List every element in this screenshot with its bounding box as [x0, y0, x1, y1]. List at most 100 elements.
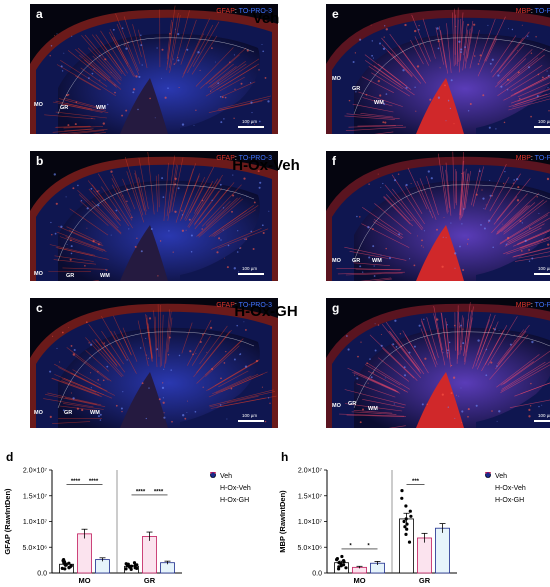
region-label-mo: MO — [34, 410, 43, 416]
legend-triangle-down-icon — [208, 472, 220, 493]
bar-h-ox-veh-gr — [142, 536, 157, 574]
data-point — [407, 540, 412, 544]
significance-label: **** — [89, 479, 99, 485]
stain-separator: : — [234, 302, 239, 309]
legend-label: H-Ox-Veh — [495, 484, 526, 492]
data-point — [145, 448, 148, 545]
data-point — [80, 448, 83, 546]
data-point — [80, 448, 82, 527]
x-tick-label: MO — [78, 576, 90, 585]
data-point — [81, 448, 84, 505]
y-tick-label: 5.0×10⁶ — [23, 545, 48, 552]
stain-legend: MBP: TO-PRO-3 — [516, 8, 550, 15]
micrograph-image — [30, 151, 278, 281]
data-point — [132, 561, 137, 565]
data-point — [63, 567, 67, 571]
scale-bar-label: 100 µm — [538, 119, 550, 124]
data-point — [400, 489, 404, 493]
micrograph-image — [326, 298, 550, 428]
stain-separator: : — [234, 155, 239, 162]
data-point — [143, 448, 146, 544]
data-point — [426, 448, 429, 538]
region-label-mo: MO — [332, 76, 341, 82]
bar-h-ox-gh-mo — [95, 559, 110, 574]
legend-label: Veh — [220, 472, 233, 480]
data-point — [342, 560, 346, 564]
data-point — [149, 448, 152, 524]
data-point — [85, 448, 87, 537]
micrograph-panel-g: g MBP: TO-PRO-3 MO GR WM 100 µm — [326, 298, 550, 428]
panel-label: a — [36, 7, 43, 21]
data-point — [358, 448, 361, 565]
stain-separator: : — [530, 155, 535, 162]
legend-diamond-icon — [208, 472, 220, 505]
data-point — [402, 519, 406, 524]
region-label-gr: GR — [352, 258, 361, 264]
stain-legend: MBP: TO-PRO-3 — [516, 155, 550, 162]
data-point — [361, 448, 363, 566]
stain-separator: : — [234, 8, 239, 15]
stain-legend: GFAP: TO-PRO-3 — [216, 155, 272, 162]
data-point — [150, 448, 153, 538]
region-label-wm: WM — [100, 273, 110, 279]
legend-item: H-Ox-Veh — [208, 472, 251, 494]
stain-red-label: GFAP — [216, 155, 235, 162]
data-point — [153, 448, 155, 515]
micrograph-image — [326, 4, 550, 134]
gfap-chart: 0.0 5.0×10⁶ 1.0×10⁷ 1.5×10⁷ 2.0×10⁷ GFAP (Raw… — [0, 448, 275, 587]
legend-diamond-icon — [483, 472, 495, 505]
data-point — [339, 562, 343, 566]
scale-bar — [534, 126, 550, 128]
y-tick-label: 1.5×10⁷ — [298, 493, 323, 500]
scale-bar-label: 100 µm — [242, 413, 258, 418]
scale-bar-label: 100 µm — [538, 266, 550, 271]
panel-label: e — [332, 7, 339, 21]
data-point — [404, 532, 408, 536]
data-point — [353, 448, 356, 568]
data-point — [145, 448, 147, 500]
stain-red-label: MBP — [515, 155, 531, 162]
chart-svg: 0.0 5.0×10⁶ 1.0×10⁷ 1.5×10⁷ 2.0×10⁷ MBP (RawI… — [278, 448, 457, 585]
stain-blue-label: TO-PRO-3 — [534, 155, 550, 162]
micrograph-image — [30, 4, 278, 134]
region-label-gr: GR — [66, 273, 75, 279]
y-tick-label: 1.5×10⁷ — [23, 493, 48, 500]
data-point — [353, 448, 356, 567]
data-point — [153, 448, 155, 528]
region-label-wm: WM — [96, 105, 106, 111]
group-label-h-ox-gh: H-Ox-GH — [234, 303, 298, 320]
legend-label: H-Ox-GH — [495, 496, 525, 504]
stain-blue-label: TO-PRO-3 — [238, 302, 272, 309]
data-point — [405, 527, 409, 531]
data-point — [146, 448, 149, 541]
stain-blue-label: TO-PRO-3 — [534, 302, 550, 309]
data-point — [60, 566, 64, 570]
region-label-wm: WM — [368, 406, 378, 412]
region-label-mo: MO — [34, 102, 43, 108]
x-tick-label: GR — [144, 576, 156, 585]
data-point — [405, 522, 409, 526]
y-tick-label: 2.0×10⁷ — [23, 468, 48, 475]
region-label-gr: GR — [60, 105, 69, 111]
data-point — [150, 448, 152, 551]
scale-bar-label: 100 µm — [538, 413, 550, 418]
data-point — [337, 565, 341, 569]
significance-label: *** — [412, 479, 420, 485]
legend-label: H-Ox-Veh — [220, 484, 251, 492]
stain-red-label: GFAP — [216, 302, 235, 309]
data-point — [80, 448, 82, 533]
chart-legend: Veh H-Ox-Veh H-Ox-GH — [483, 470, 526, 506]
data-point — [359, 448, 362, 564]
stain-red-label: MBP — [515, 8, 531, 15]
scale-bar-label: 100 µm — [242, 266, 258, 271]
panel-label: c — [36, 301, 43, 315]
stain-blue-label: TO-PRO-3 — [238, 155, 272, 162]
y-tick-label: 0.0 — [312, 571, 322, 578]
data-point — [418, 448, 420, 536]
region-label-gr: GR — [64, 410, 73, 416]
chart-panel-label: d — [6, 450, 14, 464]
data-point — [69, 564, 73, 568]
x-tick-label: GR — [419, 576, 431, 585]
scale-bar — [534, 420, 550, 422]
legend-label: H-Ox-GH — [220, 496, 250, 504]
